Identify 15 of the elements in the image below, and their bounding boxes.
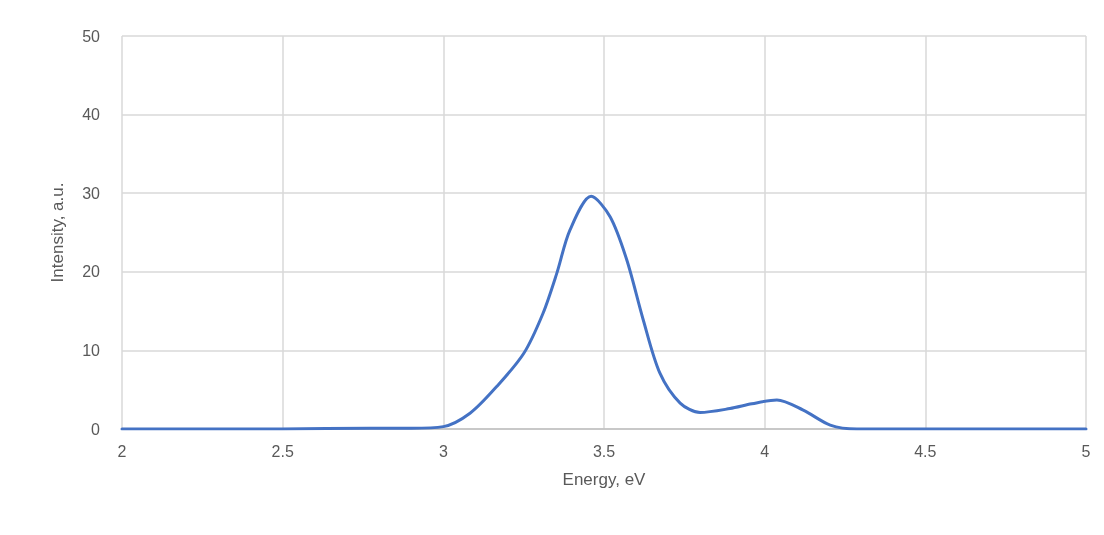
y-tick-label: 10 — [82, 341, 101, 359]
x-tick-label: 2.5 — [271, 442, 294, 460]
x-tick-label: 4 — [760, 442, 770, 460]
x-tick-label: 4.5 — [914, 442, 937, 460]
y-tick-label: 0 — [91, 420, 101, 438]
x-tick-label: 3.5 — [592, 442, 616, 460]
x-tick-label: 2 — [117, 442, 127, 460]
y-tick-label: 30 — [82, 184, 101, 202]
y-tick-label: 40 — [82, 106, 101, 124]
x-tick-label: 3 — [438, 442, 448, 460]
y-axis-title: Intensity, a.u. — [48, 182, 67, 283]
y-tick-label: 50 — [82, 27, 101, 45]
x-axis-title: Energy, eV — [562, 470, 647, 489]
y-tick-label: 20 — [82, 263, 101, 281]
x-tick-label: 5 — [1081, 442, 1091, 460]
